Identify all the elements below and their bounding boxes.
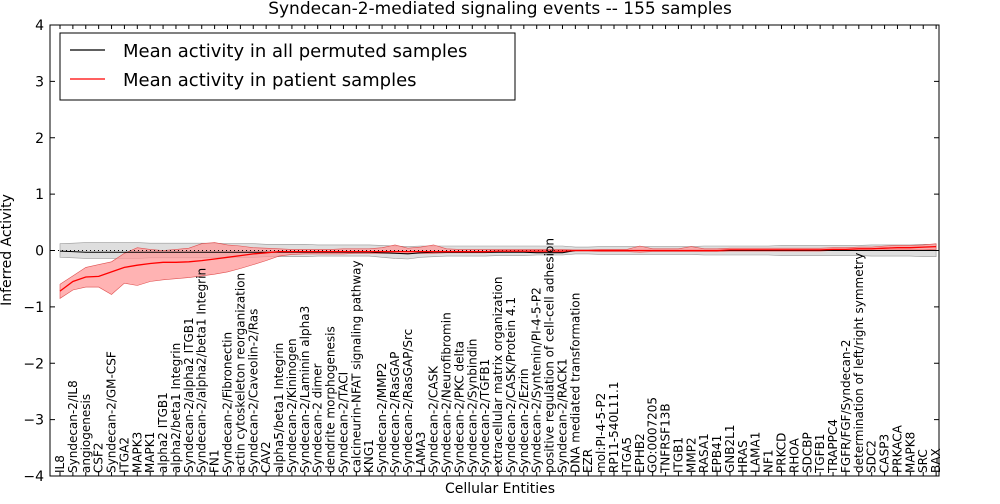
chart-title: Syndecan-2-mediated signaling events -- … bbox=[268, 0, 732, 19]
x-tick-label: alpha5/beta1 Integrin bbox=[272, 343, 286, 473]
x-tick-label: Syndecan-2/CASK bbox=[427, 365, 441, 473]
y-axis: −4 −3 −2 −1 0 1 2 3 4 bbox=[23, 18, 939, 485]
x-tick-label: SDC2 bbox=[865, 440, 879, 473]
x-tick-label: ITGB1 bbox=[671, 437, 685, 473]
x-tick-label: LAMA3 bbox=[414, 432, 428, 473]
x-tick-label: EPHB2 bbox=[633, 433, 647, 473]
y-tick-label: 1 bbox=[35, 187, 44, 203]
x-tick-label: CASP3 bbox=[878, 434, 892, 473]
x-tick-label: Syndecan-2/TGFB1 bbox=[478, 359, 492, 473]
plot-area bbox=[50, 242, 939, 299]
x-tick-label: Syndecan-2/Fibronectin bbox=[221, 332, 235, 473]
x-tick-label: MMP2 bbox=[684, 437, 698, 473]
x-tick-label: alpha2/beta1 Integrin bbox=[169, 343, 183, 473]
y-tick-label: −1 bbox=[23, 300, 44, 316]
legend-box bbox=[59, 32, 516, 101]
x-tick-label: GNB2L1 bbox=[723, 425, 737, 473]
x-tick-label: Syndecan-2/Synbindin bbox=[465, 339, 479, 473]
x-tick-label: NF1 bbox=[762, 449, 776, 473]
x-tick-label: DNA mediated transformation bbox=[568, 293, 582, 473]
x-tick-label: Syndecan-2/CASK/Protein 4.1 bbox=[504, 297, 518, 473]
x-tick-label: determination of left/right symmetry bbox=[852, 253, 866, 473]
x-tick-label: IL8 bbox=[53, 455, 67, 473]
legend: Mean activity in all permuted samples Me… bbox=[59, 32, 516, 101]
x-tick-label: ITGA2 bbox=[117, 437, 131, 473]
x-tick-label: Syndecan-2/RasGAP/Src bbox=[401, 329, 415, 473]
y-tick-label: 3 bbox=[35, 74, 44, 90]
x-tick-label: Syndecan-2/Neurofibromin bbox=[440, 312, 454, 473]
x-tick-label: alpha2 ITGB1 bbox=[156, 392, 170, 473]
x-tick-label: RP11-540L11.1 bbox=[607, 382, 621, 473]
x-tick-label: FGFR/FGF/Syndecan-2 bbox=[839, 340, 853, 473]
x-tick-label: TNFRSF13B bbox=[659, 403, 673, 474]
x-tick-label: EPB41 bbox=[710, 435, 724, 473]
x-tick-label: LAMA1 bbox=[749, 432, 763, 473]
x-tick-label: Syndecan-2/PKC delta bbox=[452, 341, 466, 473]
x-tick-label: PRKACA bbox=[891, 424, 905, 473]
legend-label-patient: Mean activity in patient samples bbox=[123, 70, 417, 91]
x-tick-label: Syndecan-2/TACI bbox=[336, 372, 350, 473]
x-tick-label: MAPK8 bbox=[903, 432, 917, 473]
x-tick-label: Syndecan-2/alpha2/beta1 Integrin bbox=[195, 268, 209, 473]
x-tick-label: Syndecan-2/MMP2 bbox=[375, 363, 389, 473]
x-tick-label: PRKCD bbox=[775, 433, 789, 473]
y-tick-label: −3 bbox=[23, 413, 44, 429]
y-tick-label: −2 bbox=[23, 356, 44, 372]
x-tick-label: Syndecan-2/Ezrin bbox=[517, 368, 531, 473]
x-tick-label: CAV2 bbox=[259, 441, 273, 473]
x-axis-label: Cellular Entities bbox=[445, 481, 555, 497]
x-tick-label: MAPK1 bbox=[143, 432, 157, 473]
x-tick-label: ITGA5 bbox=[620, 437, 634, 473]
y-tick-label: 4 bbox=[35, 18, 44, 34]
x-tick-label: Syndecan-2 dimer bbox=[311, 363, 325, 473]
x-tick-label: dendrite morphogenesis bbox=[324, 326, 338, 473]
x-tick-label: CSF2 bbox=[92, 442, 106, 473]
x-tick-label: GO:0007205 bbox=[646, 397, 660, 473]
x-tick-label: SRC bbox=[916, 449, 930, 473]
x-tick-label: Syndecan-2/Laminin alpha3 bbox=[298, 306, 312, 473]
x-tick-label: angiogenesis bbox=[79, 394, 93, 473]
x-tick-label: Syndecan-2/RACK1 bbox=[556, 358, 570, 473]
x-tick-label: SDCBP bbox=[800, 432, 814, 473]
x-tick-label: BAX bbox=[929, 448, 943, 473]
x-tick-label: Syndecan-2/IL8 bbox=[66, 380, 80, 473]
y-tick-label: 0 bbox=[35, 244, 44, 260]
patient-mean-line bbox=[59, 245, 937, 292]
x-tick-label: calcineurin-NFAT signaling pathway bbox=[349, 260, 363, 473]
patient-confidence-band bbox=[59, 242, 937, 299]
x-tick-label: Syndecan-2/RasGAP bbox=[388, 352, 402, 473]
x-axis: IL8Syndecan-2/IL8angiogenesisCSF2Syndeca… bbox=[53, 25, 943, 476]
x-tick-label: FN1 bbox=[208, 449, 222, 473]
x-tick-label: extracellular matrix organization bbox=[491, 277, 505, 474]
x-tick-label: KNG1 bbox=[362, 439, 376, 473]
x-tick-label: RASA1 bbox=[697, 433, 711, 473]
x-tick-label: positive regulation of cell-cell adhesio… bbox=[543, 238, 557, 473]
x-tick-label: Syndecan-2/Syntenin/PI-4-5-P2 bbox=[530, 287, 544, 473]
x-tick-label: Syndecan-2/GM-CSF bbox=[105, 351, 119, 473]
x-tick-label: MAPK3 bbox=[130, 432, 144, 473]
x-tick-label: EZR bbox=[581, 449, 595, 473]
x-tick-label: Syndecan-2/Kininogen bbox=[285, 338, 299, 473]
legend-label-permuted: Mean activity in all permuted samples bbox=[123, 41, 467, 62]
x-tick-label: actin cytoskeleton reorganization bbox=[233, 273, 247, 473]
x-tick-label: HRAS bbox=[736, 440, 750, 473]
y-tick-label: −4 bbox=[23, 469, 44, 485]
x-tick-label: Syndecan-2/Caveolin-2/Ras bbox=[246, 309, 260, 473]
x-tick-label: mol:PI-4-5-P2 bbox=[594, 393, 608, 473]
x-tick-label: TGFB1 bbox=[813, 434, 827, 474]
x-tick-label: Syndecan-2/alpha2 ITGB1 bbox=[182, 317, 196, 473]
y-axis-label: Inferred Activity bbox=[0, 194, 15, 306]
x-tick-label: TRAPPC4 bbox=[826, 419, 840, 474]
x-tick-label: RHOA bbox=[787, 437, 801, 473]
y-tick-label: 2 bbox=[35, 131, 44, 147]
